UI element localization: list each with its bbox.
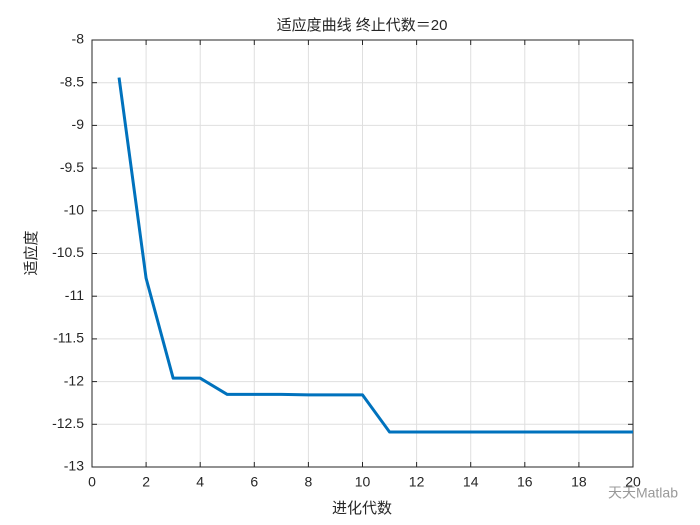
- x-tick-label: 18: [571, 474, 587, 490]
- x-tick-label: 20: [625, 474, 641, 490]
- x-axis-label: 进化代数: [332, 500, 392, 517]
- y-tick-label: -9: [72, 116, 85, 132]
- y-tick-label: -12.5: [52, 415, 84, 431]
- axes-box: [91, 39, 634, 468]
- x-tick-label: 14: [463, 474, 479, 490]
- y-tick-label: -11: [65, 287, 84, 303]
- x-tick-label: 12: [409, 474, 425, 490]
- data-line: [117, 77, 633, 434]
- y-axis-label: 适应度: [22, 230, 40, 275]
- y-tick-label: -8: [72, 31, 85, 47]
- x-tick-label: 16: [517, 474, 533, 490]
- y-tick-label: -10.5: [52, 244, 84, 260]
- x-tick-label: 6: [250, 474, 258, 490]
- y-tick-label: -10: [64, 202, 84, 218]
- y-tick-label: -13: [64, 458, 84, 474]
- chart-title: 适应度曲线 终止代数＝20: [277, 16, 448, 34]
- x-tick-label: 10: [355, 474, 371, 490]
- y-tick-label: -12: [64, 372, 84, 388]
- x-tick-label: 2: [142, 474, 150, 490]
- x-tick-label: 4: [196, 474, 204, 490]
- x-tick-label: 0: [88, 474, 96, 490]
- y-tick-label: -11.5: [53, 330, 84, 346]
- y-tick-label: -9.5: [60, 159, 84, 175]
- y-tick-label: -8.5: [60, 73, 84, 89]
- watermark: 天天Matlab: [608, 485, 678, 501]
- x-tick-label: 8: [305, 474, 313, 490]
